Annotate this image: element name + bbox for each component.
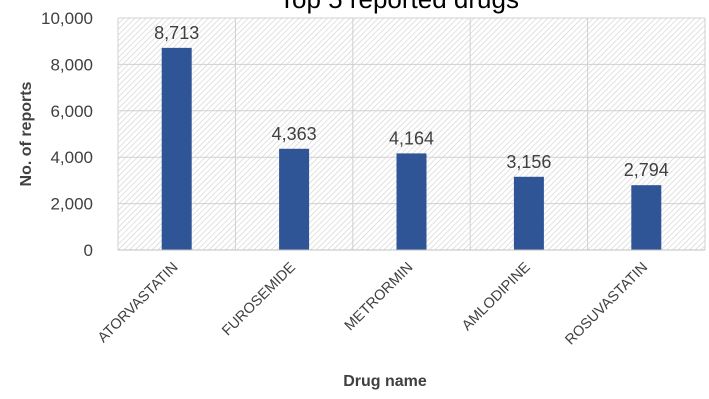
bar <box>631 185 662 250</box>
x-axis-title: Drug name <box>343 373 427 390</box>
y-tick-label: 8,000 <box>50 55 93 74</box>
y-axis-ticks: 0 2,000 4,000 6,000 8,000 10,000 <box>41 9 93 260</box>
bar <box>161 47 192 250</box>
chart-title: Top 5 reported drugs <box>279 0 519 14</box>
y-tick-label: 2,000 <box>50 195 93 214</box>
data-label: 8,713 <box>154 23 199 43</box>
y-tick-label: 0 <box>84 241 93 260</box>
bar <box>513 176 544 250</box>
x-category-label: ATORVASTATIN <box>95 260 182 347</box>
x-category-label: ROSUVASTATIN <box>562 260 651 349</box>
bar <box>279 148 310 250</box>
x-category-label: AMLODIPINE <box>459 259 534 334</box>
y-tick-label: 6,000 <box>50 102 93 121</box>
y-tick-label: 10,000 <box>41 9 93 28</box>
data-label: 3,156 <box>506 152 551 172</box>
data-label: 4,363 <box>272 124 317 144</box>
x-axis-categories: ATORVASTATIN FUROSEMIDE METRORMIN AMLODIPIN… <box>95 259 651 348</box>
data-label: 4,164 <box>389 128 434 148</box>
x-category-label: FUROSEMIDE <box>219 259 299 339</box>
data-label: 2,794 <box>624 160 669 180</box>
data-labels: 8,713 4,363 4,164 3,156 2,794 <box>154 23 669 180</box>
bar <box>396 153 427 250</box>
y-tick-label: 4,000 <box>50 148 93 167</box>
x-category-label: METRORMIN <box>342 260 417 335</box>
y-axis-title: No. of reports <box>18 81 35 186</box>
bars <box>161 47 662 250</box>
